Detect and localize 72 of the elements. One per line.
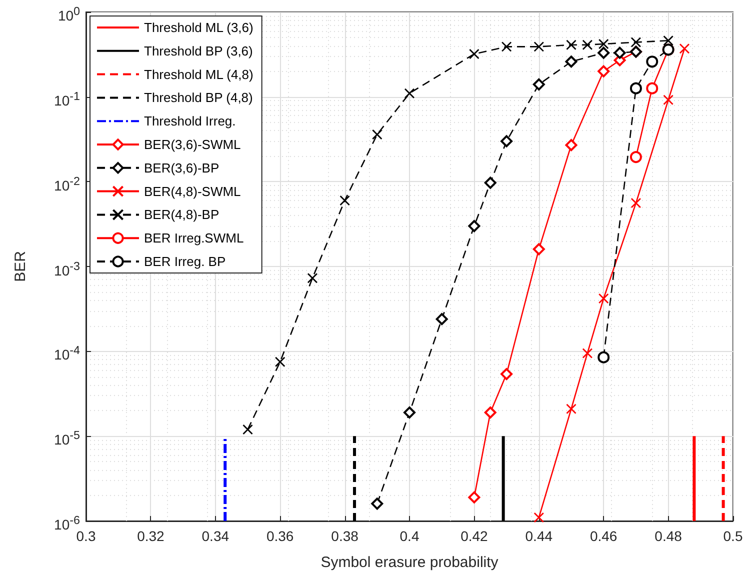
x-tick-label: 0.32 (137, 528, 165, 544)
point (501, 41, 512, 52)
point (404, 88, 415, 99)
x-tick-label: 0.44 (525, 528, 553, 544)
point (630, 151, 642, 164)
x-tick-label: 0.42 (460, 528, 488, 544)
legend-label: Threshold ML (3,6) (144, 20, 254, 35)
legend-label: Threshold ML (4,8) (144, 66, 254, 82)
point (598, 38, 609, 50)
point (468, 220, 480, 232)
legend-label: Threshold Irreg. (144, 114, 236, 129)
point (663, 94, 674, 106)
x-axis-title: Symbol erasure probability (320, 554, 499, 571)
legend-label: BER(3,6)-SWML (144, 137, 241, 152)
point (404, 406, 416, 419)
point (646, 82, 658, 94)
point (582, 40, 593, 50)
y-tick-label: 10$^{0}$ (58, 4, 80, 24)
x-tick-label: 0.46 (590, 528, 618, 544)
x-tick-label: 0.48 (654, 528, 682, 544)
x-tick-label: 0.34 (202, 528, 230, 544)
point (565, 56, 578, 68)
y-tick-label: 10$^{-3}$ (54, 258, 80, 278)
y-tick-label: 10$^{-4}$ (54, 343, 80, 363)
y-tick-label: 10$^{-5}$ (54, 428, 80, 448)
point (532, 78, 545, 90)
point (679, 43, 690, 54)
y-tick-label: 10$^{-2}$ (54, 174, 80, 194)
point (582, 348, 593, 358)
point (630, 37, 642, 48)
point (565, 139, 578, 152)
point (598, 46, 610, 59)
legend-label: BER Irreg.SWML (144, 230, 244, 246)
point (484, 176, 496, 189)
point (500, 135, 513, 148)
point (372, 129, 382, 140)
point (566, 40, 576, 50)
point (630, 82, 642, 94)
point (534, 512, 544, 523)
legend-label: Threshold BP (4,8) (144, 90, 253, 106)
point (598, 293, 609, 304)
point (340, 195, 350, 206)
point (436, 313, 448, 326)
point (646, 56, 658, 68)
x-tick-label: 0.5 (723, 528, 743, 544)
point (274, 356, 286, 368)
point (566, 404, 576, 414)
legend-label: BER(4,8)-SWML (144, 184, 241, 199)
legend-label: Threshold BP (3,6) (144, 43, 253, 58)
point (630, 198, 642, 208)
point (242, 424, 253, 435)
x-tick-label: 0.4 (400, 528, 420, 544)
y-axis-title: BER (12, 250, 29, 282)
point (534, 41, 544, 52)
point (598, 65, 610, 78)
point (500, 368, 513, 380)
point (663, 35, 674, 46)
point (598, 351, 610, 364)
legend-label: BER(4,8)-BP (144, 207, 220, 222)
x-tick-label: 0.3 (76, 528, 96, 544)
legend-label: BER(3,6)-BP (144, 160, 220, 176)
x-tick-label: 0.36 (266, 528, 294, 544)
point (532, 243, 545, 256)
legend-label: BER Irreg. BP (144, 254, 226, 269)
point (371, 498, 384, 510)
x-tick-label: 0.38 (331, 528, 359, 544)
point (468, 491, 480, 504)
point (614, 46, 626, 59)
point (307, 272, 318, 284)
point (484, 406, 496, 419)
point (469, 48, 480, 60)
y-tick-label: 10$^{-1}$ (54, 88, 80, 108)
